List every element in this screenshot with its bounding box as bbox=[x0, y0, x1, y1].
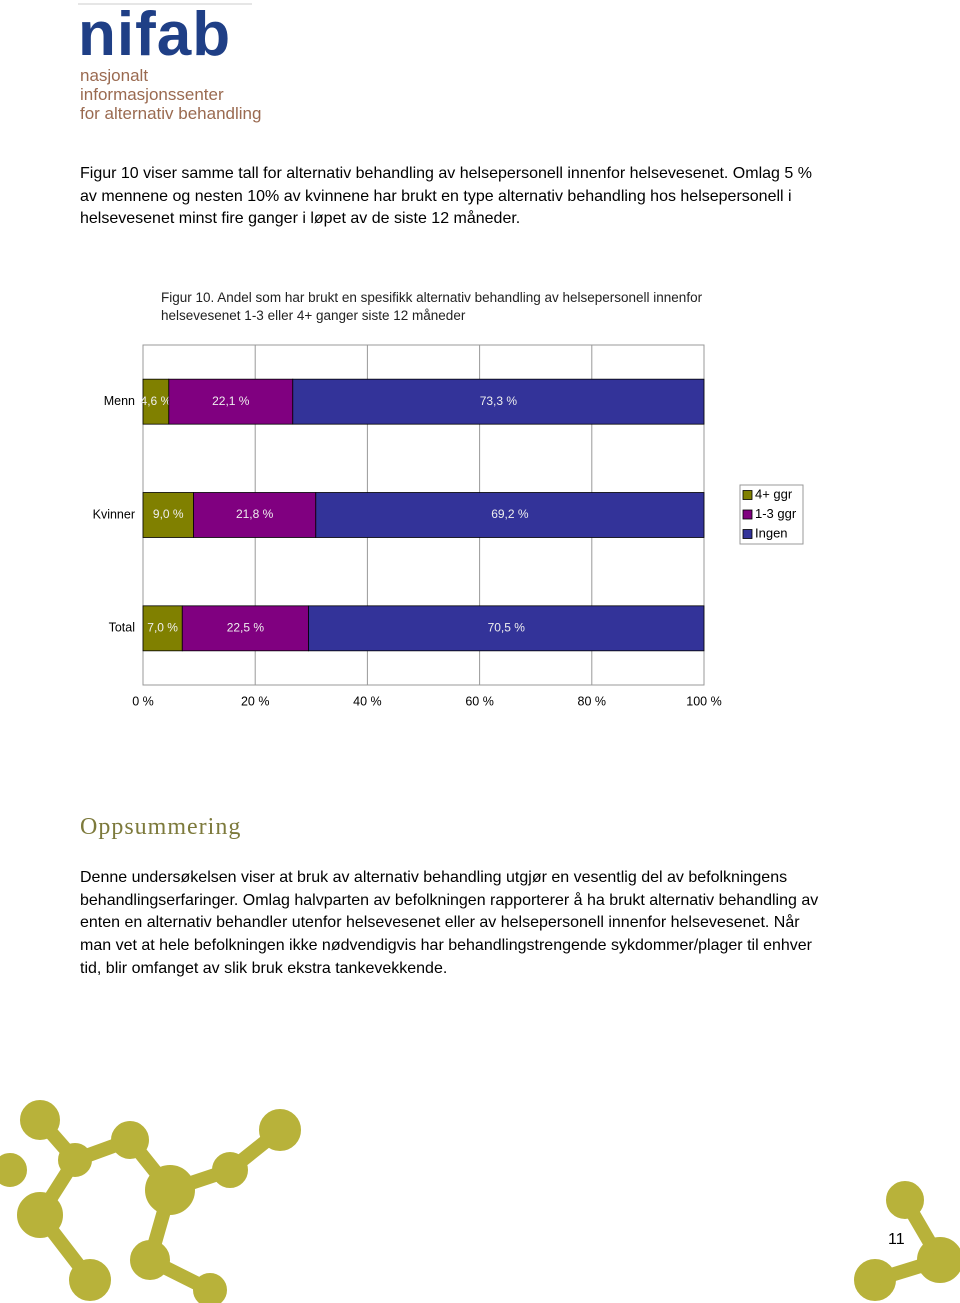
bar-segment bbox=[315, 492, 705, 538]
logo-line: nasjonalt bbox=[80, 66, 149, 85]
paragraph: Figur 10 viser samme tall for alternativ… bbox=[80, 165, 812, 227]
summary-text: Denne undersøkelsen viser at bruk av alt… bbox=[80, 869, 819, 977]
legend-swatch bbox=[742, 529, 753, 539]
bar-segment bbox=[142, 492, 194, 538]
logo-line: informasjonssenter bbox=[80, 85, 224, 104]
value-label: 69,2 % bbox=[491, 507, 529, 521]
value-label: 70,5 % bbox=[488, 621, 526, 635]
x-tick-label: 80 % bbox=[578, 694, 607, 708]
decoration bbox=[0, 1100, 960, 1303]
x-tick-label: 60 % bbox=[465, 694, 494, 708]
logo-text: nasjonalt informasjonssenter for alterna… bbox=[80, 66, 261, 123]
x-tick-label: 0 % bbox=[132, 694, 154, 708]
page-number: 11 bbox=[888, 1231, 905, 1248]
bar-segment bbox=[142, 605, 183, 652]
y-tick-label: Total bbox=[109, 621, 135, 635]
value-label: 21,8 % bbox=[236, 507, 274, 521]
legend-label: 4+ ggr bbox=[755, 486, 793, 501]
legend-label: 1-3 ggr bbox=[755, 506, 797, 521]
x-tick-label: 100 % bbox=[686, 694, 721, 708]
logo-line: for alternativ behandling bbox=[80, 104, 262, 123]
legend-label: Ingen bbox=[755, 525, 788, 540]
value-label: 7,0 % bbox=[147, 621, 178, 635]
x-tick-label: 20 % bbox=[241, 694, 270, 708]
bar-segment bbox=[168, 378, 294, 425]
bar-segment bbox=[181, 605, 309, 652]
bar-segment bbox=[292, 378, 705, 425]
value-label: 9,0 % bbox=[153, 507, 184, 521]
value-label: 4,6 % bbox=[141, 394, 172, 408]
value-label: 22,5 % bbox=[227, 621, 265, 635]
summary-heading: Oppsummering bbox=[80, 814, 242, 840]
y-tick-label: Menn bbox=[104, 394, 135, 408]
legend-swatch bbox=[742, 509, 753, 520]
y-tick-label: Kvinner bbox=[93, 507, 135, 521]
value-label: 22,1 % bbox=[212, 394, 250, 408]
bar-segment bbox=[308, 605, 705, 652]
x-tick-label: 40 % bbox=[353, 694, 382, 708]
logo-name: nifab bbox=[78, 0, 232, 69]
value-label: 73,3 % bbox=[480, 394, 518, 408]
figure-caption: Figur 10. Andel som har brukt en spesifi… bbox=[161, 290, 703, 323]
legend-swatch bbox=[742, 490, 753, 500]
bar-segment bbox=[193, 492, 317, 538]
